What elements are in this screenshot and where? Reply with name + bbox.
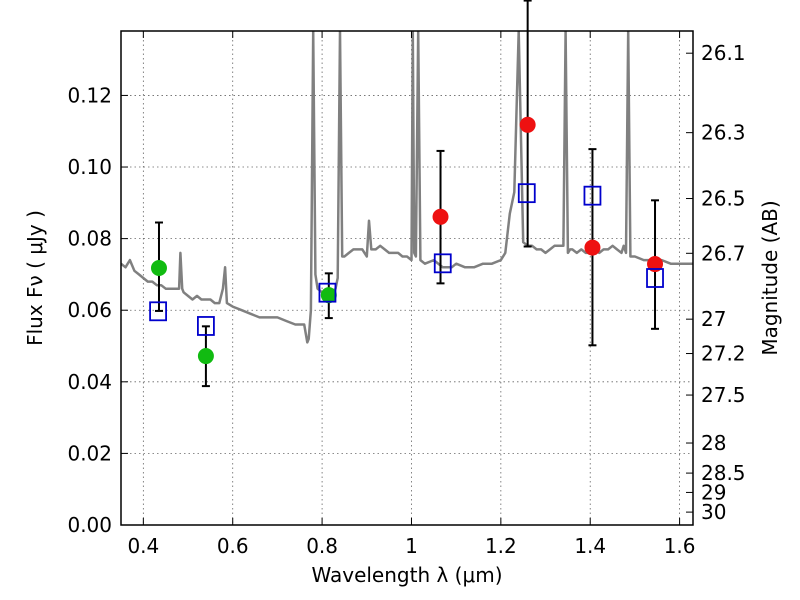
green-data-point: [320, 287, 337, 304]
magnitude-tick-label: 30: [701, 500, 726, 524]
data-markers: [149, 116, 664, 365]
x-tick-label: 1.2: [485, 534, 517, 558]
red-data-point: [584, 239, 601, 256]
model-photometry-square: [583, 185, 602, 206]
y-axis-title: Flux Fν ( μJy ): [23, 210, 47, 346]
red-data-point: [647, 256, 664, 273]
model-photometry-square: [517, 183, 536, 204]
magnitude-tick-label: 26.3: [701, 121, 746, 145]
x-tick-label: 1: [405, 534, 418, 558]
model-spectrum-line: [121, 31, 693, 344]
model-photometry-square: [149, 301, 167, 322]
y-tick-label: 0.12: [67, 83, 112, 107]
x-tick-label: 0.4: [127, 534, 159, 558]
y-axis-ticks: 0.00 0.02 0.04 0.06 0.08 0.10 0.12: [67, 83, 128, 537]
x-axis-ticks: 0.4 0.6 0.8 1 1.2 1.4 1.6: [127, 31, 696, 558]
y-tick-label: 0.06: [67, 298, 112, 322]
model-photometry-square: [646, 268, 664, 288]
magnitude-tick-label: 28.5: [701, 461, 746, 485]
magnitude-tick-label: 26.1: [701, 41, 746, 65]
model-spectrum: [121, 31, 693, 344]
green-data-point: [150, 259, 167, 276]
red-data-point: [432, 208, 449, 225]
plot-frame: [120, 30, 694, 526]
green-data-point: [197, 348, 214, 365]
magnitude-tick-label: 27.2: [701, 342, 746, 366]
magnitude-tick-label: 26.7: [701, 241, 746, 265]
y-tick-label: 0.04: [67, 370, 112, 394]
y-tick-label: 0.00: [67, 513, 112, 537]
model-photometry-square: [318, 282, 337, 303]
red-data-point: [519, 116, 536, 133]
x-tick-label: 1.4: [574, 534, 606, 558]
magnitude-tick-label: 28: [701, 431, 726, 455]
y-tick-label: 0.02: [67, 441, 112, 465]
magnitude-tick-label: 26.5: [701, 187, 746, 211]
model-photometry-square: [197, 316, 215, 336]
x-tick-label: 0.6: [217, 534, 249, 558]
magnitude-tick-label: 29: [701, 480, 726, 504]
x-tick-label: 0.8: [306, 534, 338, 558]
magnitude-tick-label: 27: [701, 307, 726, 331]
model-photometry-square: [433, 253, 452, 274]
magnitude-tick-label: 27.5: [701, 383, 746, 407]
y-tick-label: 0.08: [67, 227, 112, 251]
magnitude-axis-title: Magnitude (AB): [758, 200, 782, 355]
x-axis-title: Wavelength λ (μm): [311, 563, 502, 587]
y-tick-label: 0.10: [67, 155, 112, 179]
x-tick-label: 1.6: [664, 534, 696, 558]
